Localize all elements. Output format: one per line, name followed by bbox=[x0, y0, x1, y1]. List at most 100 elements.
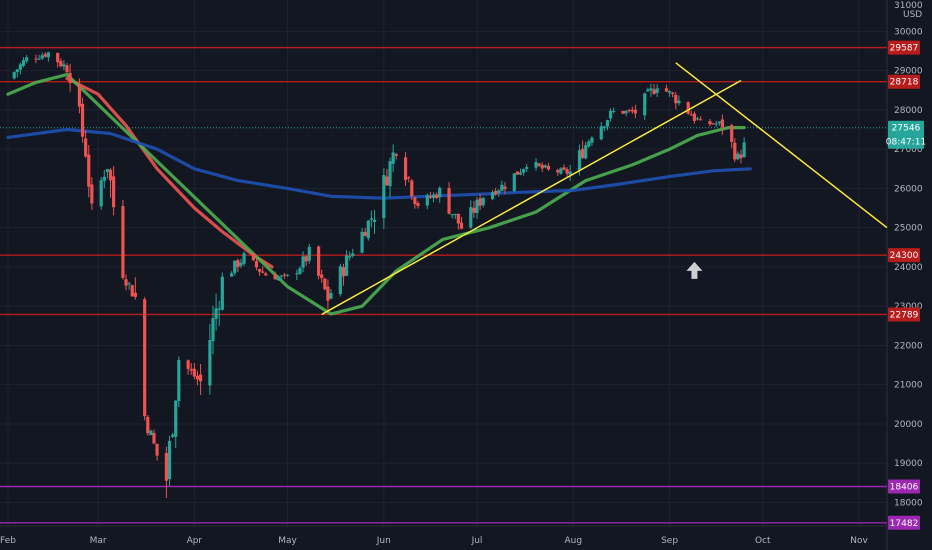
candle-body bbox=[112, 176, 116, 208]
candle-body bbox=[534, 162, 538, 168]
x-tick-label: Jul bbox=[471, 536, 483, 546]
candle-body bbox=[720, 119, 724, 128]
price-tags: 29587 28718 24300 22789 18406 17482 27546 08:47… bbox=[886, 40, 926, 530]
candle-body bbox=[304, 256, 308, 262]
candle-body bbox=[503, 186, 507, 190]
candle-body bbox=[251, 253, 255, 261]
x-axis[interactable]: Feb Mar Apr May Jun Jul Aug Sep Oct Nov bbox=[0, 536, 868, 546]
candle-body bbox=[630, 109, 634, 112]
candle-body bbox=[217, 308, 221, 310]
candle-body bbox=[413, 197, 417, 205]
y-tick-label: 26000 bbox=[894, 184, 923, 194]
candle-body bbox=[43, 54, 47, 57]
candle-body bbox=[276, 276, 280, 280]
candle-body bbox=[556, 170, 560, 173]
candle-body bbox=[543, 165, 547, 168]
y-tick-label: 22000 bbox=[894, 341, 923, 351]
y-axis[interactable]: 18000 19000 20000 21000 22000 23000 24000 25000… bbox=[894, 27, 923, 508]
candle-body bbox=[525, 167, 529, 169]
candle-body bbox=[602, 126, 606, 128]
trendlines bbox=[321, 62, 888, 316]
price-tag bbox=[888, 248, 920, 263]
candle-body bbox=[143, 299, 147, 417]
y-tick-label: 23000 bbox=[894, 302, 923, 312]
candle-body bbox=[469, 207, 473, 228]
trendline bbox=[321, 79, 742, 316]
price-tag bbox=[888, 479, 920, 494]
candle-body bbox=[279, 275, 283, 277]
candle-body bbox=[121, 206, 125, 278]
candle-body bbox=[372, 219, 377, 222]
candle-body bbox=[351, 253, 355, 257]
candle-body bbox=[273, 274, 277, 280]
x-tick-label: Oct bbox=[755, 536, 771, 546]
candle-body bbox=[295, 273, 299, 275]
candle-body bbox=[739, 154, 743, 159]
candle-body bbox=[438, 187, 442, 198]
candle-body bbox=[431, 194, 436, 198]
candle-body bbox=[177, 359, 181, 402]
y-tick-label: 25000 bbox=[894, 224, 923, 234]
candle-body bbox=[239, 262, 243, 266]
candle-body bbox=[733, 142, 737, 160]
y-tick-label: 24000 bbox=[894, 263, 923, 273]
candle-body bbox=[87, 154, 91, 187]
candle-body bbox=[500, 184, 504, 191]
candle-body bbox=[34, 58, 38, 60]
candle-body bbox=[459, 222, 464, 229]
y-tick-label: 18000 bbox=[894, 498, 923, 508]
candle-body bbox=[581, 148, 585, 158]
candle-body bbox=[90, 184, 94, 204]
candle-body bbox=[612, 110, 616, 112]
candle-body bbox=[456, 213, 460, 224]
moving-average-red bbox=[65, 76, 274, 269]
candle-body bbox=[186, 360, 190, 369]
candle-body bbox=[46, 52, 50, 58]
candle-body bbox=[447, 188, 451, 214]
candle-body bbox=[326, 286, 330, 301]
candle-body bbox=[497, 190, 501, 194]
candle-body bbox=[68, 73, 72, 83]
candle-body bbox=[242, 253, 246, 264]
candle-body bbox=[494, 190, 498, 195]
candle-body bbox=[394, 154, 398, 156]
candle-body bbox=[686, 102, 690, 114]
candle-body bbox=[18, 64, 23, 70]
candle-body bbox=[512, 173, 516, 191]
candle-body bbox=[481, 197, 485, 206]
candle-body bbox=[515, 171, 519, 175]
candle-body bbox=[518, 172, 523, 175]
candle-body bbox=[298, 268, 302, 274]
candle-body bbox=[164, 452, 169, 481]
price-tag-label: 28718 bbox=[890, 78, 919, 88]
current-price-label: 27546 bbox=[892, 124, 921, 134]
candle-body bbox=[285, 274, 290, 276]
candle-body bbox=[105, 169, 109, 172]
candle-body bbox=[77, 84, 82, 107]
y-tick-label: 28000 bbox=[894, 106, 923, 116]
candle-body bbox=[127, 283, 131, 285]
currency-label: USD bbox=[903, 10, 922, 20]
candle-body bbox=[264, 273, 268, 276]
candle-body bbox=[428, 195, 433, 198]
x-tick-label: Aug bbox=[565, 536, 583, 546]
candle-body bbox=[12, 72, 16, 79]
candle-body bbox=[62, 64, 66, 67]
candle-body bbox=[323, 278, 327, 290]
candle-body bbox=[453, 214, 457, 216]
current-price-tag bbox=[888, 120, 924, 149]
y-tick-label: 30000 bbox=[894, 27, 923, 37]
y-tick-label: 27000 bbox=[894, 145, 923, 155]
x-tick-label: Mar bbox=[90, 536, 107, 546]
candle-body bbox=[167, 440, 172, 480]
candle-body bbox=[403, 157, 408, 181]
y-tick-label: 21000 bbox=[894, 381, 923, 391]
candle-body bbox=[475, 199, 479, 214]
candle-body bbox=[37, 58, 41, 60]
candle-body bbox=[124, 279, 128, 286]
candle-body bbox=[388, 161, 392, 187]
candle-body bbox=[711, 123, 715, 125]
candle-body bbox=[130, 285, 134, 297]
candle-body bbox=[15, 69, 19, 73]
